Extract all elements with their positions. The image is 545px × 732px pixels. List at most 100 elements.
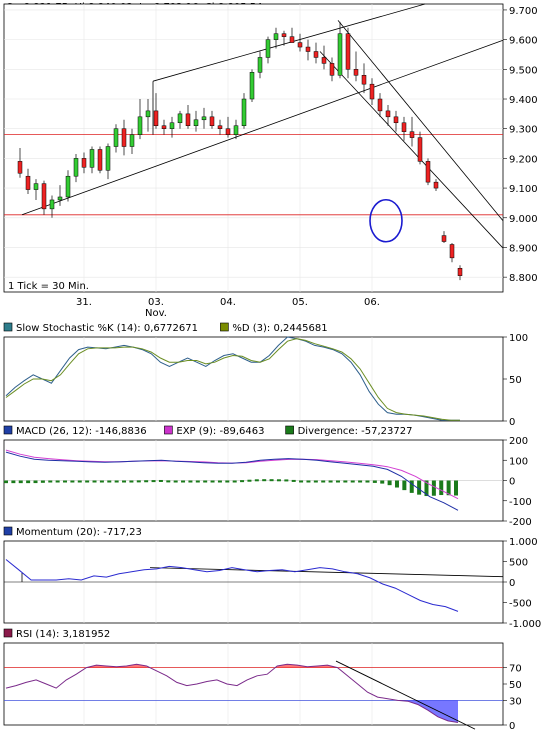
macd-divergence-bar bbox=[225, 480, 230, 483]
indicator-y-tick-label: 30 bbox=[509, 696, 522, 707]
indicator-y-tick-label: 0 bbox=[509, 417, 515, 428]
price-y-tick-label: 9.600 bbox=[509, 36, 538, 47]
macd-divergence-bar bbox=[313, 480, 318, 483]
candle-body bbox=[345, 33, 351, 70]
timeframe-note: 1 Tick = 30 Min. bbox=[8, 281, 89, 292]
candle-body bbox=[265, 39, 271, 58]
indicator-y-tick-label: -200 bbox=[509, 517, 532, 528]
indicator-y-tick-label: -500 bbox=[509, 599, 532, 610]
macd-divergence-bar bbox=[439, 480, 444, 496]
macd-divergence-bar bbox=[269, 479, 274, 482]
candle-body bbox=[361, 75, 367, 85]
candle-body bbox=[161, 125, 167, 129]
macd-divergence-bar bbox=[144, 480, 149, 483]
candle-body bbox=[201, 116, 207, 121]
candle-body bbox=[337, 33, 343, 76]
macd-divergence-bar bbox=[99, 480, 104, 483]
candle-body bbox=[305, 46, 311, 52]
candle-body bbox=[457, 267, 463, 276]
macd-divergence-bar bbox=[33, 480, 38, 484]
series-line-macd bbox=[5, 451, 459, 511]
trendline-upper-channel bbox=[152, 3, 426, 82]
indicator-y-tick-label: 0 bbox=[509, 477, 515, 488]
indicator-y-tick-label: 0 bbox=[509, 578, 515, 589]
candle-body bbox=[105, 146, 111, 171]
candle-body bbox=[273, 33, 279, 40]
macd-divergence-bar bbox=[188, 480, 193, 483]
macd-divergence-bar bbox=[299, 480, 304, 483]
candle-body bbox=[73, 158, 79, 177]
candle-body bbox=[57, 196, 63, 201]
macd-divergence-bar bbox=[181, 480, 186, 483]
candle-body bbox=[257, 57, 263, 73]
candle-body bbox=[185, 113, 191, 126]
candle-body bbox=[289, 36, 295, 43]
legend-label: EXP (9): -89,6463 bbox=[176, 426, 264, 437]
trendline-down-lower bbox=[319, 51, 504, 249]
macd-divergence-bar bbox=[129, 480, 134, 483]
macd-divergence-bar bbox=[18, 480, 23, 484]
legend-swatch bbox=[3, 425, 13, 435]
candle-body bbox=[433, 181, 439, 189]
macd-divergence-bar bbox=[350, 480, 355, 483]
candle-body bbox=[41, 183, 47, 210]
trendline-down-upper bbox=[337, 20, 504, 221]
macd-divergence-bar bbox=[26, 480, 31, 484]
macd-divergence-bar bbox=[335, 480, 340, 483]
candle-body bbox=[249, 72, 255, 100]
panel-frame-0 bbox=[3, 3, 504, 293]
indicator-y-tick-label: 50 bbox=[509, 680, 522, 691]
candle-body bbox=[401, 122, 407, 132]
candle-body bbox=[177, 113, 183, 124]
macd-divergence-bar bbox=[203, 480, 208, 483]
series-line-k bbox=[5, 336, 460, 421]
macd-divergence-bar bbox=[262, 479, 267, 482]
legend-label: Slow Stochastic %K (14): 0,6772671 bbox=[16, 323, 198, 334]
legend-swatch bbox=[3, 526, 13, 536]
price-y-tick-label: 9.400 bbox=[509, 95, 538, 106]
legend-swatch bbox=[285, 425, 294, 435]
trendline-lower-channel bbox=[21, 39, 504, 216]
candle-body bbox=[393, 116, 399, 124]
macd-divergence-bar bbox=[321, 480, 326, 483]
legend-label: RSI (14): 3,181952 bbox=[16, 629, 110, 640]
series-line-momentum bbox=[5, 559, 459, 612]
candle-body bbox=[353, 69, 359, 76]
candle-body bbox=[17, 161, 23, 174]
x-tick-label: 04. bbox=[220, 297, 236, 308]
indicator-y-tick-label: 50 bbox=[509, 375, 522, 386]
macd-divergence-bar bbox=[394, 480, 399, 488]
macd-divergence-bar bbox=[284, 479, 289, 482]
macd-divergence-bar bbox=[328, 480, 333, 483]
series-line-rsi bbox=[5, 663, 459, 723]
price-y-tick-label: 8.900 bbox=[509, 243, 538, 254]
legend-swatch bbox=[220, 322, 229, 332]
indicator-y-tick-label: 0 bbox=[509, 721, 515, 732]
price-y-tick-label: 9.000 bbox=[509, 214, 538, 225]
macd-divergence-bar bbox=[454, 480, 458, 496]
indicator-y-tick-label: -100 bbox=[509, 497, 532, 508]
macd-divergence-bar bbox=[77, 480, 82, 483]
price-y-tick-label: 9.300 bbox=[509, 125, 538, 136]
indicator-y-tick-label: 70 bbox=[509, 664, 522, 675]
macd-divergence-bar bbox=[151, 480, 156, 483]
candle-body bbox=[153, 110, 159, 126]
macd-divergence-bar bbox=[291, 479, 296, 482]
macd-divergence-bar bbox=[122, 480, 127, 483]
macd-divergence-bar bbox=[166, 480, 171, 483]
macd-divergence-bar bbox=[446, 480, 451, 496]
momentum-trendline bbox=[149, 567, 504, 578]
macd-divergence-bar bbox=[136, 480, 141, 483]
macd-divergence-bar bbox=[276, 479, 281, 482]
candle-body bbox=[233, 125, 239, 135]
macd-divergence-bar bbox=[114, 480, 119, 483]
candle-body bbox=[49, 199, 55, 210]
candle-body bbox=[241, 98, 247, 126]
candle-body bbox=[129, 134, 135, 147]
legend-swatch bbox=[3, 628, 13, 638]
macd-divergence-bar bbox=[417, 480, 422, 495]
price-y-tick-label: 9.100 bbox=[509, 184, 538, 195]
macd-divergence-bar bbox=[107, 480, 112, 483]
candle-body bbox=[425, 161, 431, 183]
